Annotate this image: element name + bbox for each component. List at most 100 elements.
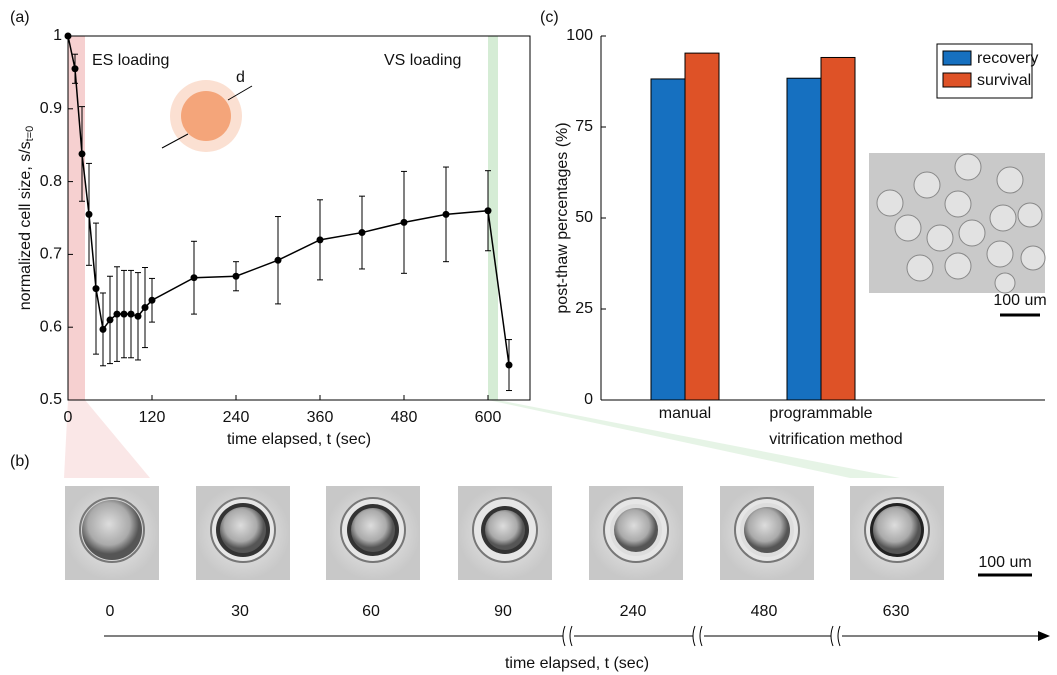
- data-point: [92, 285, 100, 293]
- bar: [786, 77, 822, 401]
- cell-image: [196, 486, 290, 580]
- data-point: [64, 32, 72, 40]
- x-tick-label: programmable: [769, 405, 872, 422]
- cell-image: [850, 486, 944, 580]
- legend-swatch: [942, 50, 972, 66]
- cell-body: [485, 510, 525, 550]
- y-tick-label: 0.6: [40, 318, 62, 335]
- y-tick-label: 50: [575, 209, 593, 226]
- panel-label: (a): [10, 9, 30, 26]
- inset-image: [869, 153, 1046, 294]
- cell-body: [220, 507, 266, 553]
- vs-zoom: [488, 400, 900, 478]
- timeline-label: 0: [106, 603, 115, 620]
- cell-body: [82, 500, 142, 560]
- bar: [684, 52, 720, 401]
- data-point: [358, 229, 366, 237]
- legend-label: survival: [977, 72, 1031, 89]
- panel-label: (b): [10, 453, 30, 470]
- axes-box: [67, 35, 531, 401]
- data-point: [316, 236, 324, 244]
- annotation: ES loading: [92, 52, 169, 69]
- data-point: [232, 272, 240, 280]
- data-line: [67, 35, 510, 366]
- cell-image: [65, 486, 159, 580]
- bar: [820, 56, 856, 401]
- x-tick-label: 360: [307, 409, 334, 426]
- x-axis-label: time elapsed, t (sec): [227, 431, 371, 448]
- cell-image: [589, 486, 683, 580]
- y-tick-label: 75: [575, 118, 593, 135]
- legend-label: recovery: [977, 50, 1038, 67]
- x-axis-label: vitrification method: [769, 431, 902, 448]
- es-band: [68, 36, 85, 400]
- x-tick-label: 600: [475, 409, 502, 426]
- cell-images: [65, 486, 944, 580]
- y-tick-label: 0.5: [40, 391, 62, 408]
- y-tick-label: 1: [53, 27, 62, 44]
- data-point: [120, 310, 128, 318]
- data-point: [113, 310, 121, 318]
- y-label-sub: t=0: [24, 126, 36, 142]
- data-point: [127, 310, 135, 318]
- y-axis-label: post-thaw percentages (%): [554, 122, 571, 313]
- x-tick-label: manual: [659, 405, 711, 422]
- data-point: [148, 296, 156, 304]
- data-point: [274, 256, 282, 264]
- arrow: [227, 85, 253, 101]
- data-point: [190, 274, 198, 282]
- data-point: [505, 361, 513, 369]
- timeline-label: 90: [494, 603, 512, 620]
- cell-zona: [79, 497, 145, 563]
- timeline-label: 240: [620, 603, 647, 620]
- y-tick-label: 100: [566, 27, 593, 44]
- data-point: [484, 207, 492, 215]
- legend-swatch: [942, 72, 972, 88]
- data-point: [442, 210, 450, 218]
- y-axis-label: normalized cell size, s/st=0: [17, 126, 36, 311]
- annotation: VS loading: [384, 52, 461, 69]
- x-tick-label: 0: [64, 409, 73, 426]
- timeline-label: 30: [231, 603, 249, 620]
- timeline-label: 480: [751, 603, 778, 620]
- arrow: [161, 133, 189, 149]
- vs-band: [488, 36, 498, 400]
- inset-scale: 100 um: [993, 292, 1046, 309]
- y-label-text: normalized cell size, s/s: [17, 141, 34, 310]
- y-tick-label: 0.9: [40, 100, 62, 117]
- es-zoom: [64, 400, 150, 478]
- annotation: d: [236, 69, 245, 86]
- data-point: [400, 218, 408, 226]
- x-tick-label: 120: [139, 409, 166, 426]
- data-point: [141, 304, 149, 312]
- cell-image: [720, 486, 814, 580]
- timeline-label: 630: [883, 603, 910, 620]
- cell-icon-inner: [181, 91, 231, 141]
- timeline-xlabel: time elapsed, t (sec): [505, 655, 649, 672]
- cell-image: [326, 486, 420, 580]
- cell-body: [351, 508, 395, 552]
- scale-label: 100 um: [978, 554, 1031, 571]
- axis-breaks: [562, 625, 842, 647]
- cell-body: [614, 508, 658, 552]
- data-point: [99, 325, 107, 333]
- x-tick-label: 480: [391, 409, 418, 426]
- cell-body: [873, 506, 921, 554]
- data-point: [85, 210, 93, 218]
- bar: [650, 78, 686, 401]
- data-point: [78, 150, 86, 158]
- data-point: [134, 312, 142, 320]
- panel-label: (c): [540, 9, 559, 26]
- y-tick-label: 0.8: [40, 173, 62, 190]
- cell-image: [458, 486, 552, 580]
- x-tick-label: 240: [223, 409, 250, 426]
- y-tick-label: 0: [584, 391, 593, 408]
- y-tick-label: 25: [575, 300, 593, 317]
- cell-body: [744, 507, 790, 553]
- timeline-label: 60: [362, 603, 380, 620]
- y-tick-label: 0.7: [40, 246, 62, 263]
- data-point: [106, 316, 114, 324]
- arrow-head: [1038, 631, 1050, 641]
- data-point: [71, 65, 79, 73]
